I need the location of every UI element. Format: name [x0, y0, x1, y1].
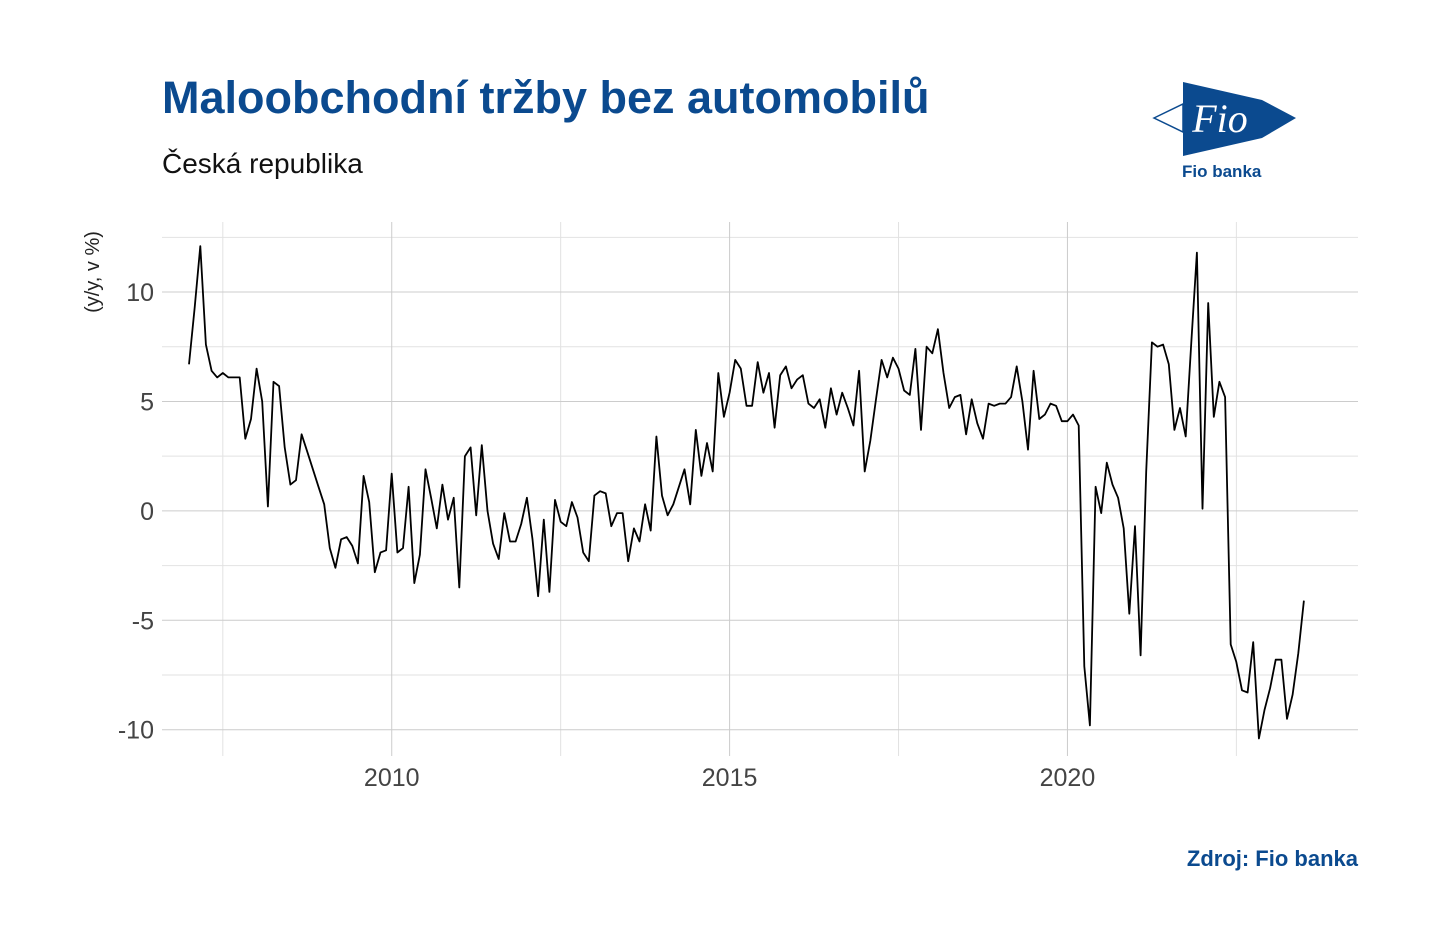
y-axis-label: (y/y, v %) — [82, 231, 104, 313]
y-tick-label: 0 — [140, 498, 154, 526]
x-tick-label: 2015 — [702, 764, 758, 792]
y-tick-label: 10 — [126, 279, 154, 307]
source-note: Zdroj: Fio banka — [1186, 846, 1358, 871]
series-line — [188, 245, 1305, 740]
grid-major — [162, 222, 1358, 756]
series-layer — [188, 245, 1305, 740]
chart-title: Maloobchodní tržby bez automobilů — [162, 72, 930, 123]
grid-minor — [162, 222, 1358, 756]
y-axis-ticks: -10 -5 0 5 10 — [118, 279, 154, 745]
x-tick-label: 2020 — [1040, 764, 1096, 792]
x-tick-label: 2010 — [364, 764, 420, 792]
chart-subtitle: Česká republika — [162, 148, 363, 179]
y-tick-label: -10 — [118, 717, 154, 745]
fio-logo-icon: Fio — [1152, 82, 1296, 156]
logo-caption: Fio banka — [1182, 162, 1262, 181]
logo-brand-text: Fio — [1191, 96, 1248, 141]
y-tick-label: 5 — [140, 388, 154, 416]
x-axis-ticks: 2010 2015 2020 — [364, 764, 1095, 792]
y-tick-label: -5 — [132, 607, 154, 635]
